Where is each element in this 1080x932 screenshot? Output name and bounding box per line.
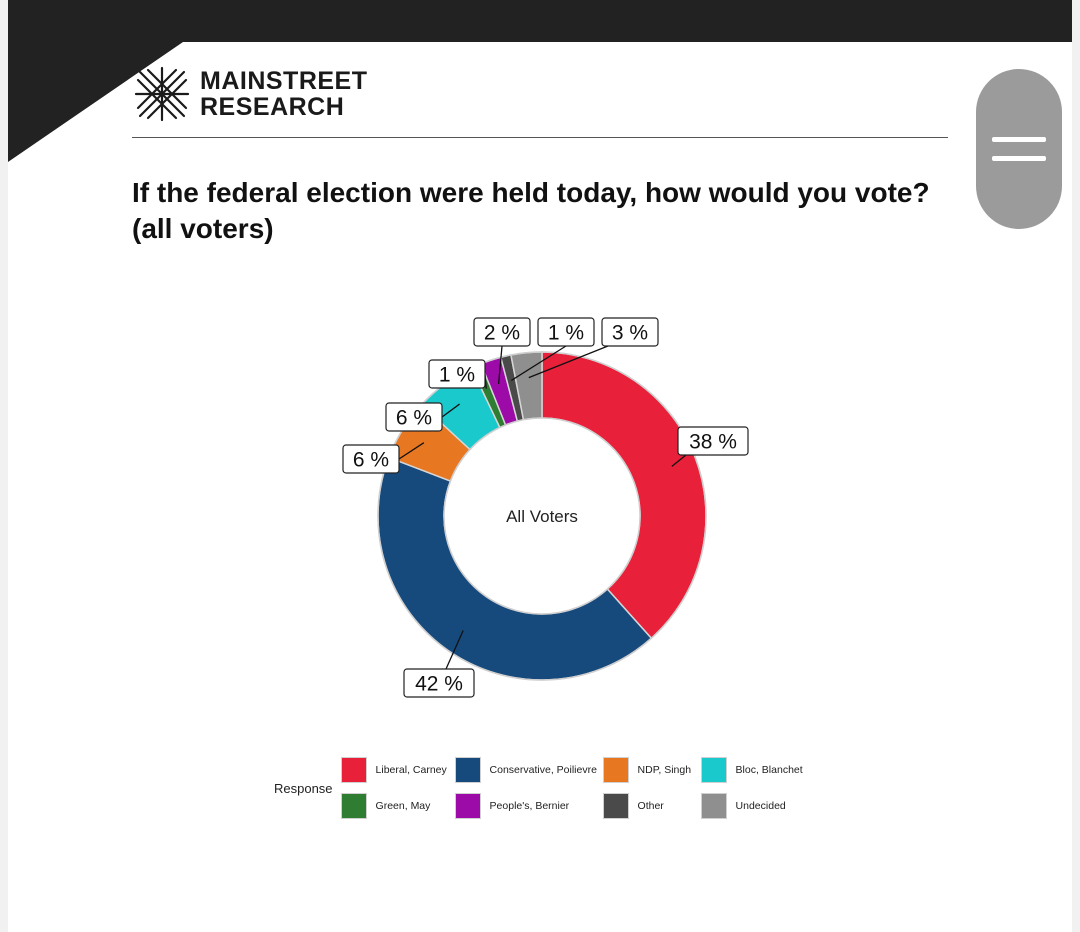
menu-button[interactable]: [976, 69, 1062, 229]
donut-chart: All Voters 38 % 42 % 6 % 6 % 1 % 2 % 1 % 3 %: [342, 317, 749, 698]
leader-line-6: [511, 345, 567, 381]
leader-line-0: [671, 454, 687, 467]
brand-name-line2: RESEARCH: [200, 93, 345, 121]
data-label-box-2: [342, 444, 400, 474]
legend-swatch: [700, 757, 727, 783]
hamburger-icon-bar: [992, 156, 1046, 161]
leader-line-7: [528, 345, 609, 379]
legend-swatch: [454, 757, 481, 783]
data-label-4: 1 %: [439, 364, 475, 387]
legend-swatch: [700, 793, 727, 819]
data-label-2: 6 %: [353, 449, 389, 472]
legend-label: Liberal, Carney: [375, 764, 447, 776]
brand-logo: MAINSTREET RESEARCH: [134, 66, 368, 122]
top-bar: [8, 0, 1072, 42]
report-page: MAINSTREET RESEARCH If the federal elect…: [8, 0, 1072, 932]
mainstreet-logo-icon: [134, 66, 190, 122]
legend-items: Liberal, Carney Conservative, Poilievre ND…: [340, 752, 811, 824]
legend-label: NDP, Singh: [637, 764, 692, 776]
data-label-box-3: [385, 402, 443, 432]
data-label-box-0: [677, 426, 749, 456]
donut-hole: [443, 417, 641, 615]
brand-name-line1: MAINSTREET: [200, 67, 368, 95]
legend-item: NDP, Singh: [602, 757, 701, 783]
title-line-1: If the federal election were held today,…: [132, 177, 930, 208]
leader-line-2: [398, 442, 425, 460]
data-label-5: 2 %: [484, 322, 520, 345]
leader-line-1: [445, 630, 464, 670]
data-label-box-6: [537, 317, 595, 347]
leader-line-3: [441, 403, 460, 418]
chart-legend: Response Liberal, Carney Conservative, Po…: [274, 752, 811, 824]
data-label-3: 6 %: [396, 407, 432, 430]
header-divider: [132, 137, 948, 138]
legend-swatch: [602, 757, 629, 783]
legend-item: Undecided: [700, 793, 811, 819]
legend-item: Liberal, Carney: [340, 757, 455, 783]
legend-label: Green, May: [375, 800, 431, 812]
legend-label: Bloc, Blanchet: [735, 764, 803, 776]
legend-label: Other: [637, 800, 664, 812]
legend-label: People's, Bernier: [489, 800, 570, 812]
data-label-box-5: [473, 317, 531, 347]
legend-item: People's, Bernier: [454, 793, 603, 819]
legend-swatch: [602, 793, 629, 819]
data-label-1: 42 %: [415, 673, 463, 696]
legend-item: Bloc, Blanchet: [700, 757, 811, 783]
data-label-box-1: [403, 668, 475, 698]
legend-item: Conservative, Poilievre: [454, 757, 603, 783]
legend-item: Other: [602, 793, 701, 819]
data-label-box-4: [428, 359, 486, 389]
data-label-6: 1 %: [548, 322, 584, 345]
data-label-0: 38 %: [689, 431, 737, 454]
hamburger-icon: [992, 137, 1046, 142]
data-label-7: 3 %: [612, 322, 648, 345]
donut-outer-rim: [377, 351, 707, 681]
data-label-box-7: [601, 317, 659, 347]
title-line-2: (all voters): [132, 213, 274, 244]
chart-question-title: If the federal election were held today,…: [132, 175, 992, 247]
legend-label: Conservative, Poilievre: [489, 764, 597, 776]
legend-swatch: [340, 757, 367, 783]
corner-decoration: [8, 0, 183, 162]
legend-swatch: [340, 793, 367, 819]
donut-center-label: All Voters: [506, 507, 578, 526]
leader-line-5: [497, 345, 503, 384]
legend-title: Response: [274, 780, 333, 796]
legend-swatch: [454, 793, 481, 819]
legend-label: Undecided: [735, 800, 786, 812]
legend-item: Green, May: [340, 793, 455, 819]
